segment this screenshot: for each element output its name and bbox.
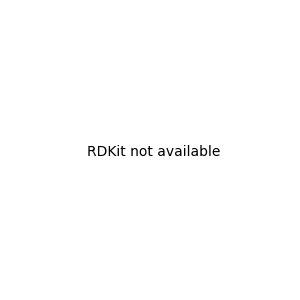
Text: RDKit not available: RDKit not available xyxy=(87,145,220,158)
